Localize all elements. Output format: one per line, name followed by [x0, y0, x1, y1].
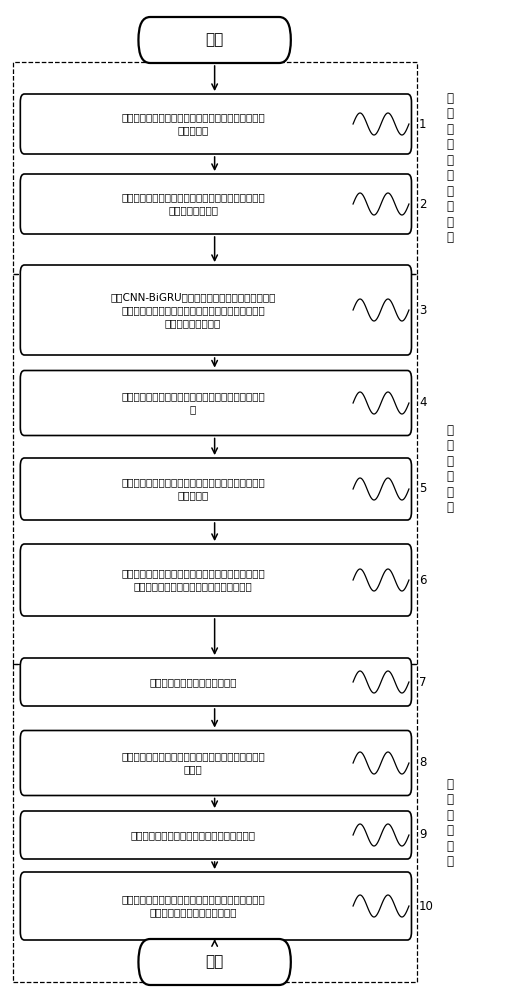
Text: 在
线
故
障
预
警: 在 线 故 障 预 警	[446, 778, 453, 868]
Text: 当残差均值和标准差同时超出设定阈值时，进行故障
预警，停止电动汽车的交流充电: 当残差均值和标准差同时超出设定阈值时，进行故障 预警，停止电动汽车的交流充电	[121, 895, 265, 917]
Text: 将数据库中交流充电数据分为历史数据和实时数据，
并对其进行预处理: 将数据库中交流充电数据分为历史数据和实时数据， 并对其进行预处理	[121, 193, 265, 215]
Text: 5: 5	[419, 483, 427, 495]
Text: 8: 8	[419, 756, 427, 770]
Text: 4: 4	[419, 396, 427, 410]
Text: 采用蝙蝠算法优化电动汽车交流充电预测模型的超参
数: 采用蝙蝠算法优化电动汽车交流充电预测模型的超参 数	[121, 392, 265, 414]
Text: 10: 10	[419, 900, 434, 912]
FancyBboxPatch shape	[20, 658, 411, 706]
FancyBboxPatch shape	[20, 94, 411, 154]
Text: 制定预测模型输出精度的评价标准，用来评判模型预
测的准确性: 制定预测模型输出精度的评价标准，用来评判模型预 测的准确性	[121, 478, 265, 500]
Text: 2: 2	[419, 198, 427, 211]
Text: 离
线
模
型
训
练: 离 线 模 型 训 练	[446, 424, 453, 514]
Text: 设计CNN-BiGRU深度学习模型，对电动汽车的正常
交流充电历史数据训练进行充分学习，构建电动汽车
交流充电的预测模型: 设计CNN-BiGRU深度学习模型，对电动汽车的正常 交流充电历史数据训练进行充…	[110, 292, 276, 328]
FancyBboxPatch shape	[138, 939, 291, 985]
Text: 获取电动汽车实时交流充电数据: 获取电动汽车实时交流充电数据	[149, 677, 237, 687]
FancyBboxPatch shape	[138, 17, 291, 63]
FancyBboxPatch shape	[20, 811, 411, 859]
Text: 结束: 结束	[206, 954, 224, 970]
FancyBboxPatch shape	[20, 730, 411, 796]
FancyBboxPatch shape	[20, 370, 411, 436]
Text: 将实时交流充电数据输入训练好的模型中，得到预测
输出值: 将实时交流充电数据输入训练好的模型中，得到预测 输出值	[121, 752, 265, 774]
Text: 3: 3	[419, 304, 427, 316]
Text: 6: 6	[419, 574, 427, 586]
Text: 状
态
监
测
及
数
据
预
处
理: 状 态 监 测 及 数 据 预 处 理	[446, 92, 453, 244]
FancyBboxPatch shape	[20, 544, 411, 616]
Text: 1: 1	[419, 117, 427, 130]
Text: 7: 7	[419, 676, 427, 688]
FancyBboxPatch shape	[20, 265, 411, 355]
FancyBboxPatch shape	[20, 458, 411, 520]
Text: 9: 9	[419, 828, 427, 842]
FancyBboxPatch shape	[20, 174, 411, 234]
FancyBboxPatch shape	[20, 872, 411, 940]
Text: 滑动窗口法计算预测输出的残差均值和标准差: 滑动窗口法计算预测输出的残差均值和标准差	[131, 830, 256, 840]
Text: 通过滑动窗口法对电动汽车正常交流充电时的预测数
据残差进行分析，确定故障预警规则与阈值: 通过滑动窗口法对电动汽车正常交流充电时的预测数 据残差进行分析，确定故障预警规则…	[121, 569, 265, 591]
Text: 开始: 开始	[206, 32, 224, 47]
Text: 对电动汽车交流充电过程进行监测，并将监测数据存
储至数据库: 对电动汽车交流充电过程进行监测，并将监测数据存 储至数据库	[121, 113, 265, 135]
